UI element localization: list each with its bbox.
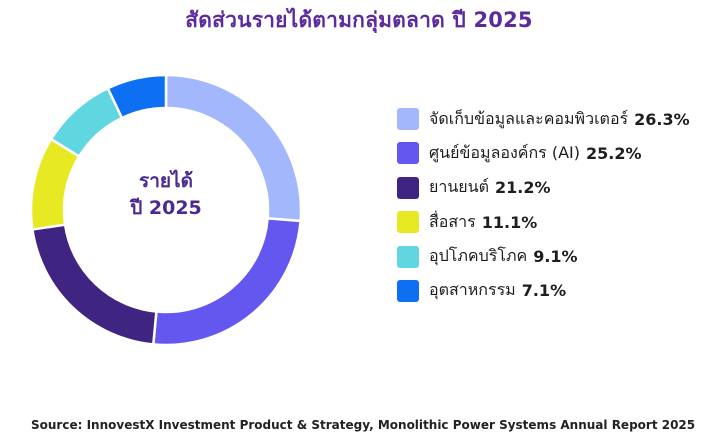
legend-swatch bbox=[397, 108, 419, 130]
donut-slice-automotive bbox=[31, 223, 158, 346]
legend-item-automotive: ยานยนต์ 21.2% bbox=[397, 176, 690, 199]
legend-value: 26.3% bbox=[634, 109, 690, 129]
legend-label: อุปโภคบริโภค bbox=[429, 246, 528, 266]
legend-label: จัดเก็บข้อมูลและคอมพิวเตอร์ bbox=[429, 108, 629, 128]
legend-label: สื่อสาร bbox=[429, 211, 476, 231]
legend-label: อุตสาหกรรม bbox=[429, 280, 516, 300]
chart-title: สัดส่วนรายได้ตามกลุ่มตลาด ปี 2025 bbox=[185, 8, 533, 32]
legend-value: 9.1% bbox=[533, 247, 578, 267]
legend-item-consumer: อุปโภคบริโภค 9.1% bbox=[397, 245, 690, 268]
legend-swatch bbox=[397, 142, 419, 165]
legend-swatch bbox=[397, 279, 419, 302]
legend-value: 11.1% bbox=[481, 212, 538, 232]
legend-value: 25.2% bbox=[586, 143, 642, 163]
legend-value: 7.1% bbox=[521, 281, 567, 301]
legend-label: ศูนย์ข้อมูลองค์กร (AI) bbox=[429, 142, 581, 162]
legend-item-industrial: อุตสาหกรรม 7.1% bbox=[397, 279, 690, 302]
donut-center-label: รายได้ ปี 2025 bbox=[96, 168, 236, 222]
legend-item-communications: สื่อสาร 11.1% bbox=[397, 211, 690, 234]
legend-item-enterprise-data: ศูนย์ข้อมูลองค์กร (AI) 25.2% bbox=[397, 142, 690, 165]
legend-swatch bbox=[397, 245, 419, 268]
legend-swatch bbox=[397, 176, 419, 199]
donut-slice-industrial bbox=[106, 73, 168, 120]
legend-swatch bbox=[397, 211, 419, 234]
center-label-line-2: ปี 2025 bbox=[130, 197, 202, 219]
center-label-line-1: รายได้ bbox=[139, 170, 193, 192]
donut-slice-enterprise-data bbox=[152, 217, 302, 347]
chart-legend: จัดเก็บข้อมูลและคอมพิวเตอร์ 26.3% ศูนย์ข… bbox=[397, 108, 690, 314]
source-note: Source: InnovestX Investment Product & S… bbox=[31, 418, 696, 432]
legend-item-storage-computing: จัดเก็บข้อมูลและคอมพิวเตอร์ 26.3% bbox=[397, 108, 690, 130]
legend-label: ยานยนต์ bbox=[429, 177, 489, 197]
legend-value: 21.2% bbox=[495, 178, 551, 198]
